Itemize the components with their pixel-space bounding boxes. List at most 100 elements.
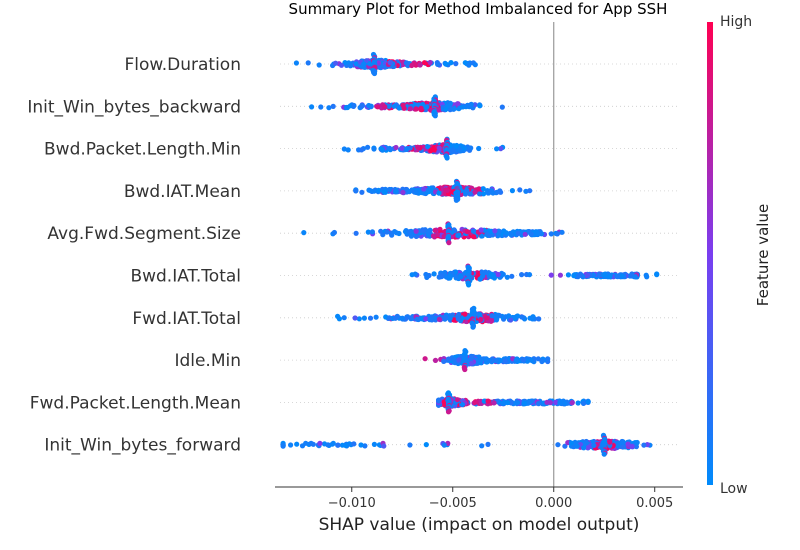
shap-point [620,439,626,445]
shap-point [472,62,478,68]
shap-point [480,186,486,192]
shap-point [464,187,470,193]
shap-point [373,314,379,320]
shap-point [495,312,501,318]
shap-point [369,229,375,235]
shap-point [387,59,393,66]
shap-point [591,442,597,448]
feature-row [409,263,660,288]
shap-point [488,228,494,234]
shap-point [574,443,580,449]
shap-point [500,400,506,406]
shap-point [457,147,463,153]
shap-point [446,240,452,246]
shap-point [441,233,447,240]
shap-point [481,191,487,197]
shap-point [467,191,473,197]
shap-point [470,324,476,330]
shap-point [491,400,497,406]
shap-point [634,439,640,446]
shap-point [382,189,388,195]
shap-point [359,189,365,195]
shap-point [358,442,364,448]
shap-point [455,316,461,322]
shap-point [310,441,316,447]
shap-point [508,317,514,323]
shap-point [317,440,323,446]
shap-point [553,399,559,405]
shap-point [509,273,515,279]
shap-point [615,440,621,446]
shap-point [526,229,532,235]
shap-point [418,105,424,111]
shap-point [488,272,494,278]
shap-point [409,272,415,278]
shap-point [436,190,442,196]
shap-point [406,229,412,235]
shap-point [453,61,459,67]
shap-point [387,145,393,151]
shap-point [478,357,484,363]
shap-point [351,441,357,447]
shap-point [494,146,500,152]
shap-point [529,316,536,322]
shap-point [480,273,486,279]
feature-row [341,136,506,161]
shap-point [427,316,433,322]
shap-point [358,147,365,153]
feature-label: Bwd.Packet.Length.Min [44,140,241,160]
shap-point [382,104,388,110]
shap-point [341,146,347,152]
shap-point [371,70,378,77]
shap-point [539,358,545,365]
shap-point [466,62,472,68]
shap-point [365,144,371,150]
shap-point [361,61,367,67]
shap-point [330,103,336,109]
shap-point [619,273,625,279]
shap-point [399,315,405,321]
shap-point [478,316,484,323]
feature-label: Fwd.Packet.Length.Mean [30,393,241,413]
shap-point [591,272,597,278]
shap-point [457,105,463,111]
feature-label: Bwd.IAT.Mean [124,182,241,202]
shap-point [331,229,337,236]
shap-point [522,231,528,237]
shap-point [425,144,431,150]
shap-point [368,188,374,194]
shap-point [400,189,406,196]
shap-point [464,102,470,109]
shap-point [500,271,506,277]
shap-point [391,103,398,109]
shap-point [421,60,428,66]
shap-point [562,443,568,449]
shap-point [408,233,414,239]
shap-point [498,146,504,152]
shap-point [406,189,412,195]
shap-point [538,231,545,237]
feature-row [335,305,542,330]
shap-point [353,188,359,194]
shap-point [455,101,461,107]
shap-point [361,315,367,321]
shap-point [559,229,565,235]
shap-point [577,272,583,278]
shap-point [494,189,500,195]
shap-point [462,366,468,373]
shap-point [335,313,341,319]
shap-point [478,227,484,233]
shap-point [347,63,353,69]
shap-point [394,230,400,236]
shap-point [434,232,440,238]
shap-point [432,227,438,233]
feature-row [422,348,551,373]
shap-point [351,102,357,109]
shap-point [471,234,477,240]
shap-point [490,190,496,196]
shap-point [421,186,427,192]
shap-point [414,316,420,322]
colorbar-high-label: High [720,14,752,30]
shap-point [309,104,315,110]
